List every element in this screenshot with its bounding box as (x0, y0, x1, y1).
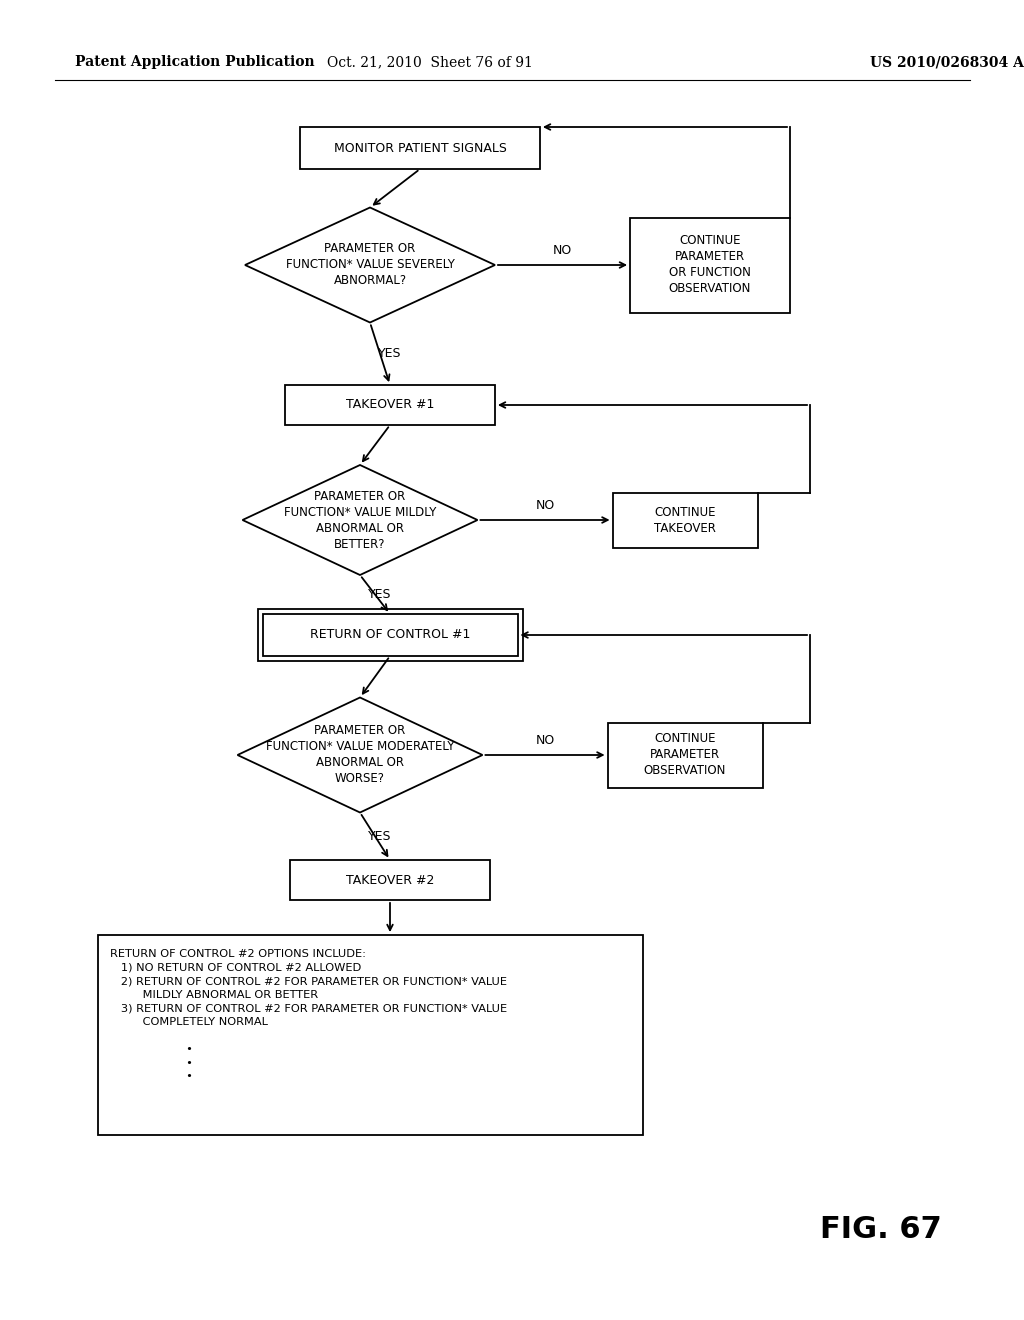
Text: TAKEOVER #2: TAKEOVER #2 (346, 874, 434, 887)
Text: NO: NO (553, 244, 572, 257)
Bar (630, 218, 790, 313)
Polygon shape (238, 697, 482, 813)
Text: YES: YES (378, 347, 401, 360)
Text: RETURN OF CONTROL #1: RETURN OF CONTROL #1 (310, 628, 470, 642)
Bar (290, 861, 490, 900)
Text: FIG. 67: FIG. 67 (820, 1216, 942, 1245)
Bar (257, 609, 522, 661)
Text: CONTINUE
PARAMETER
OR FUNCTION
OBSERVATION: CONTINUE PARAMETER OR FUNCTION OBSERVATI… (669, 235, 752, 296)
Text: Oct. 21, 2010  Sheet 76 of 91: Oct. 21, 2010 Sheet 76 of 91 (327, 55, 532, 69)
Text: PARAMETER OR
FUNCTION* VALUE SEVERELY
ABNORMAL?: PARAMETER OR FUNCTION* VALUE SEVERELY AB… (286, 243, 455, 288)
Text: YES: YES (368, 587, 391, 601)
Bar (285, 385, 495, 425)
Bar (607, 722, 763, 788)
Text: NO: NO (536, 734, 555, 747)
Text: CONTINUE
PARAMETER
OBSERVATION: CONTINUE PARAMETER OBSERVATION (644, 733, 726, 777)
Text: US 2010/0268304 A1: US 2010/0268304 A1 (870, 55, 1024, 69)
Text: CONTINUE
TAKEOVER: CONTINUE TAKEOVER (654, 506, 716, 535)
Text: RETURN OF CONTROL #2 OPTIONS INCLUDE:
   1) NO RETURN OF CONTROL #2 ALLOWED
   2: RETURN OF CONTROL #2 OPTIONS INCLUDE: 1)… (110, 949, 507, 1081)
Bar (300, 127, 540, 169)
Text: PARAMETER OR
FUNCTION* VALUE MODERATELY
ABNORMAL OR
WORSE?: PARAMETER OR FUNCTION* VALUE MODERATELY … (266, 725, 455, 785)
Text: NO: NO (536, 499, 555, 512)
Text: TAKEOVER #1: TAKEOVER #1 (346, 399, 434, 412)
Bar (612, 492, 758, 548)
Bar (97, 935, 642, 1135)
Bar (262, 614, 517, 656)
Polygon shape (243, 465, 477, 576)
Text: PARAMETER OR
FUNCTION* VALUE MILDLY
ABNORMAL OR
BETTER?: PARAMETER OR FUNCTION* VALUE MILDLY ABNO… (284, 490, 436, 550)
Text: MONITOR PATIENT SIGNALS: MONITOR PATIENT SIGNALS (334, 141, 507, 154)
Text: Patent Application Publication: Patent Application Publication (75, 55, 314, 69)
Text: YES: YES (368, 830, 391, 842)
Polygon shape (245, 207, 495, 322)
